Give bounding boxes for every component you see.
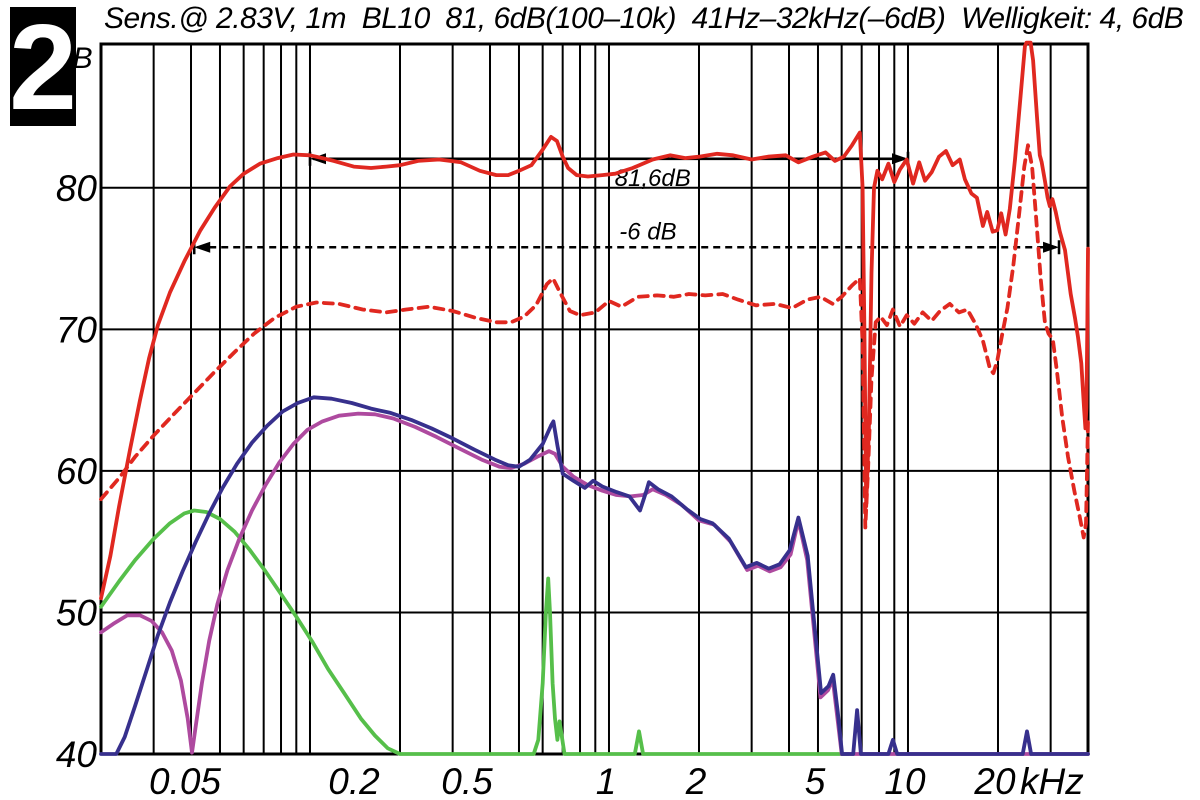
figure-number-badge: 2 bbox=[9, 0, 77, 135]
minus-6db-arrow-right-arrowhead-icon bbox=[1043, 241, 1060, 253]
x-tick-label: 5 bbox=[805, 761, 826, 800]
x-tick-label: 20 bbox=[973, 761, 1016, 800]
blue-curve bbox=[99, 395, 1090, 756]
x-tick-label: 2 bbox=[685, 761, 707, 800]
y-tick-label: 80 bbox=[56, 168, 98, 209]
x-tick-label: 1 bbox=[596, 761, 617, 800]
minus-6db-arrow-label: -6 dB bbox=[619, 218, 676, 245]
chart-title: Sens.@ 2.83V, 1m BL10 81, 6dB(100–10k) 4… bbox=[104, 2, 1184, 35]
red-dashed-curve bbox=[99, 143, 1090, 540]
x-axis-unit-label: kHz bbox=[1020, 761, 1084, 800]
x-tick-label: 0.2 bbox=[328, 761, 380, 800]
sensitivity-arrow-right-arrowhead-icon bbox=[891, 153, 908, 165]
minus-6db-arrow-left-arrowhead-icon bbox=[194, 241, 211, 253]
y-tick-label: 40 bbox=[56, 734, 98, 775]
y-tick-label: 70 bbox=[56, 309, 98, 350]
y-tick-label: 50 bbox=[56, 592, 98, 633]
x-tick-label: 0.5 bbox=[441, 761, 493, 800]
x-tick-label: 10 bbox=[884, 761, 926, 800]
y-tick-label: 60 bbox=[56, 451, 98, 492]
x-tick-label: 0.05 bbox=[149, 761, 221, 800]
green-curve bbox=[99, 508, 850, 756]
purple-curve bbox=[99, 411, 1090, 756]
red-solid-curve bbox=[99, 40, 1090, 601]
